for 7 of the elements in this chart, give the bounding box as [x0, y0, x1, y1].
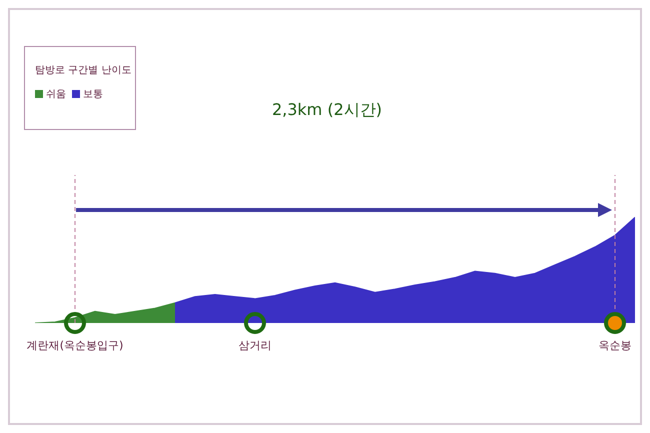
x-tick-label: 계란재(옥순봉입구) — [26, 338, 124, 352]
legend-title: 탐방로 구간별 난이도 — [35, 64, 132, 77]
x-tick-label: 삼거리 — [238, 338, 272, 352]
legend-label: 쉬움 — [45, 88, 66, 101]
x-tick-label: 옥순봉 — [598, 338, 632, 352]
legend-label: 보통 — [82, 88, 103, 101]
chart-title: 2,3km (2시간) — [270, 100, 384, 121]
